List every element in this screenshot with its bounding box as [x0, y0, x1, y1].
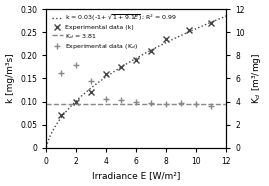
Legend: k = 0.03(-1+ $\sqrt{1+9.1E}$); R$^2$ = 0.99, Experimental data (k), K$_d$ = 3.81: k = 0.03(-1+ $\sqrt{1+9.1E}$); R$^2$ = 0… — [51, 12, 178, 52]
Y-axis label: K$_d$ [m³/mg]: K$_d$ [m³/mg] — [250, 53, 263, 104]
Y-axis label: k [mg/m³s]: k [mg/m³s] — [6, 54, 15, 103]
X-axis label: Irradiance E [W/m²]: Irradiance E [W/m²] — [92, 171, 180, 180]
